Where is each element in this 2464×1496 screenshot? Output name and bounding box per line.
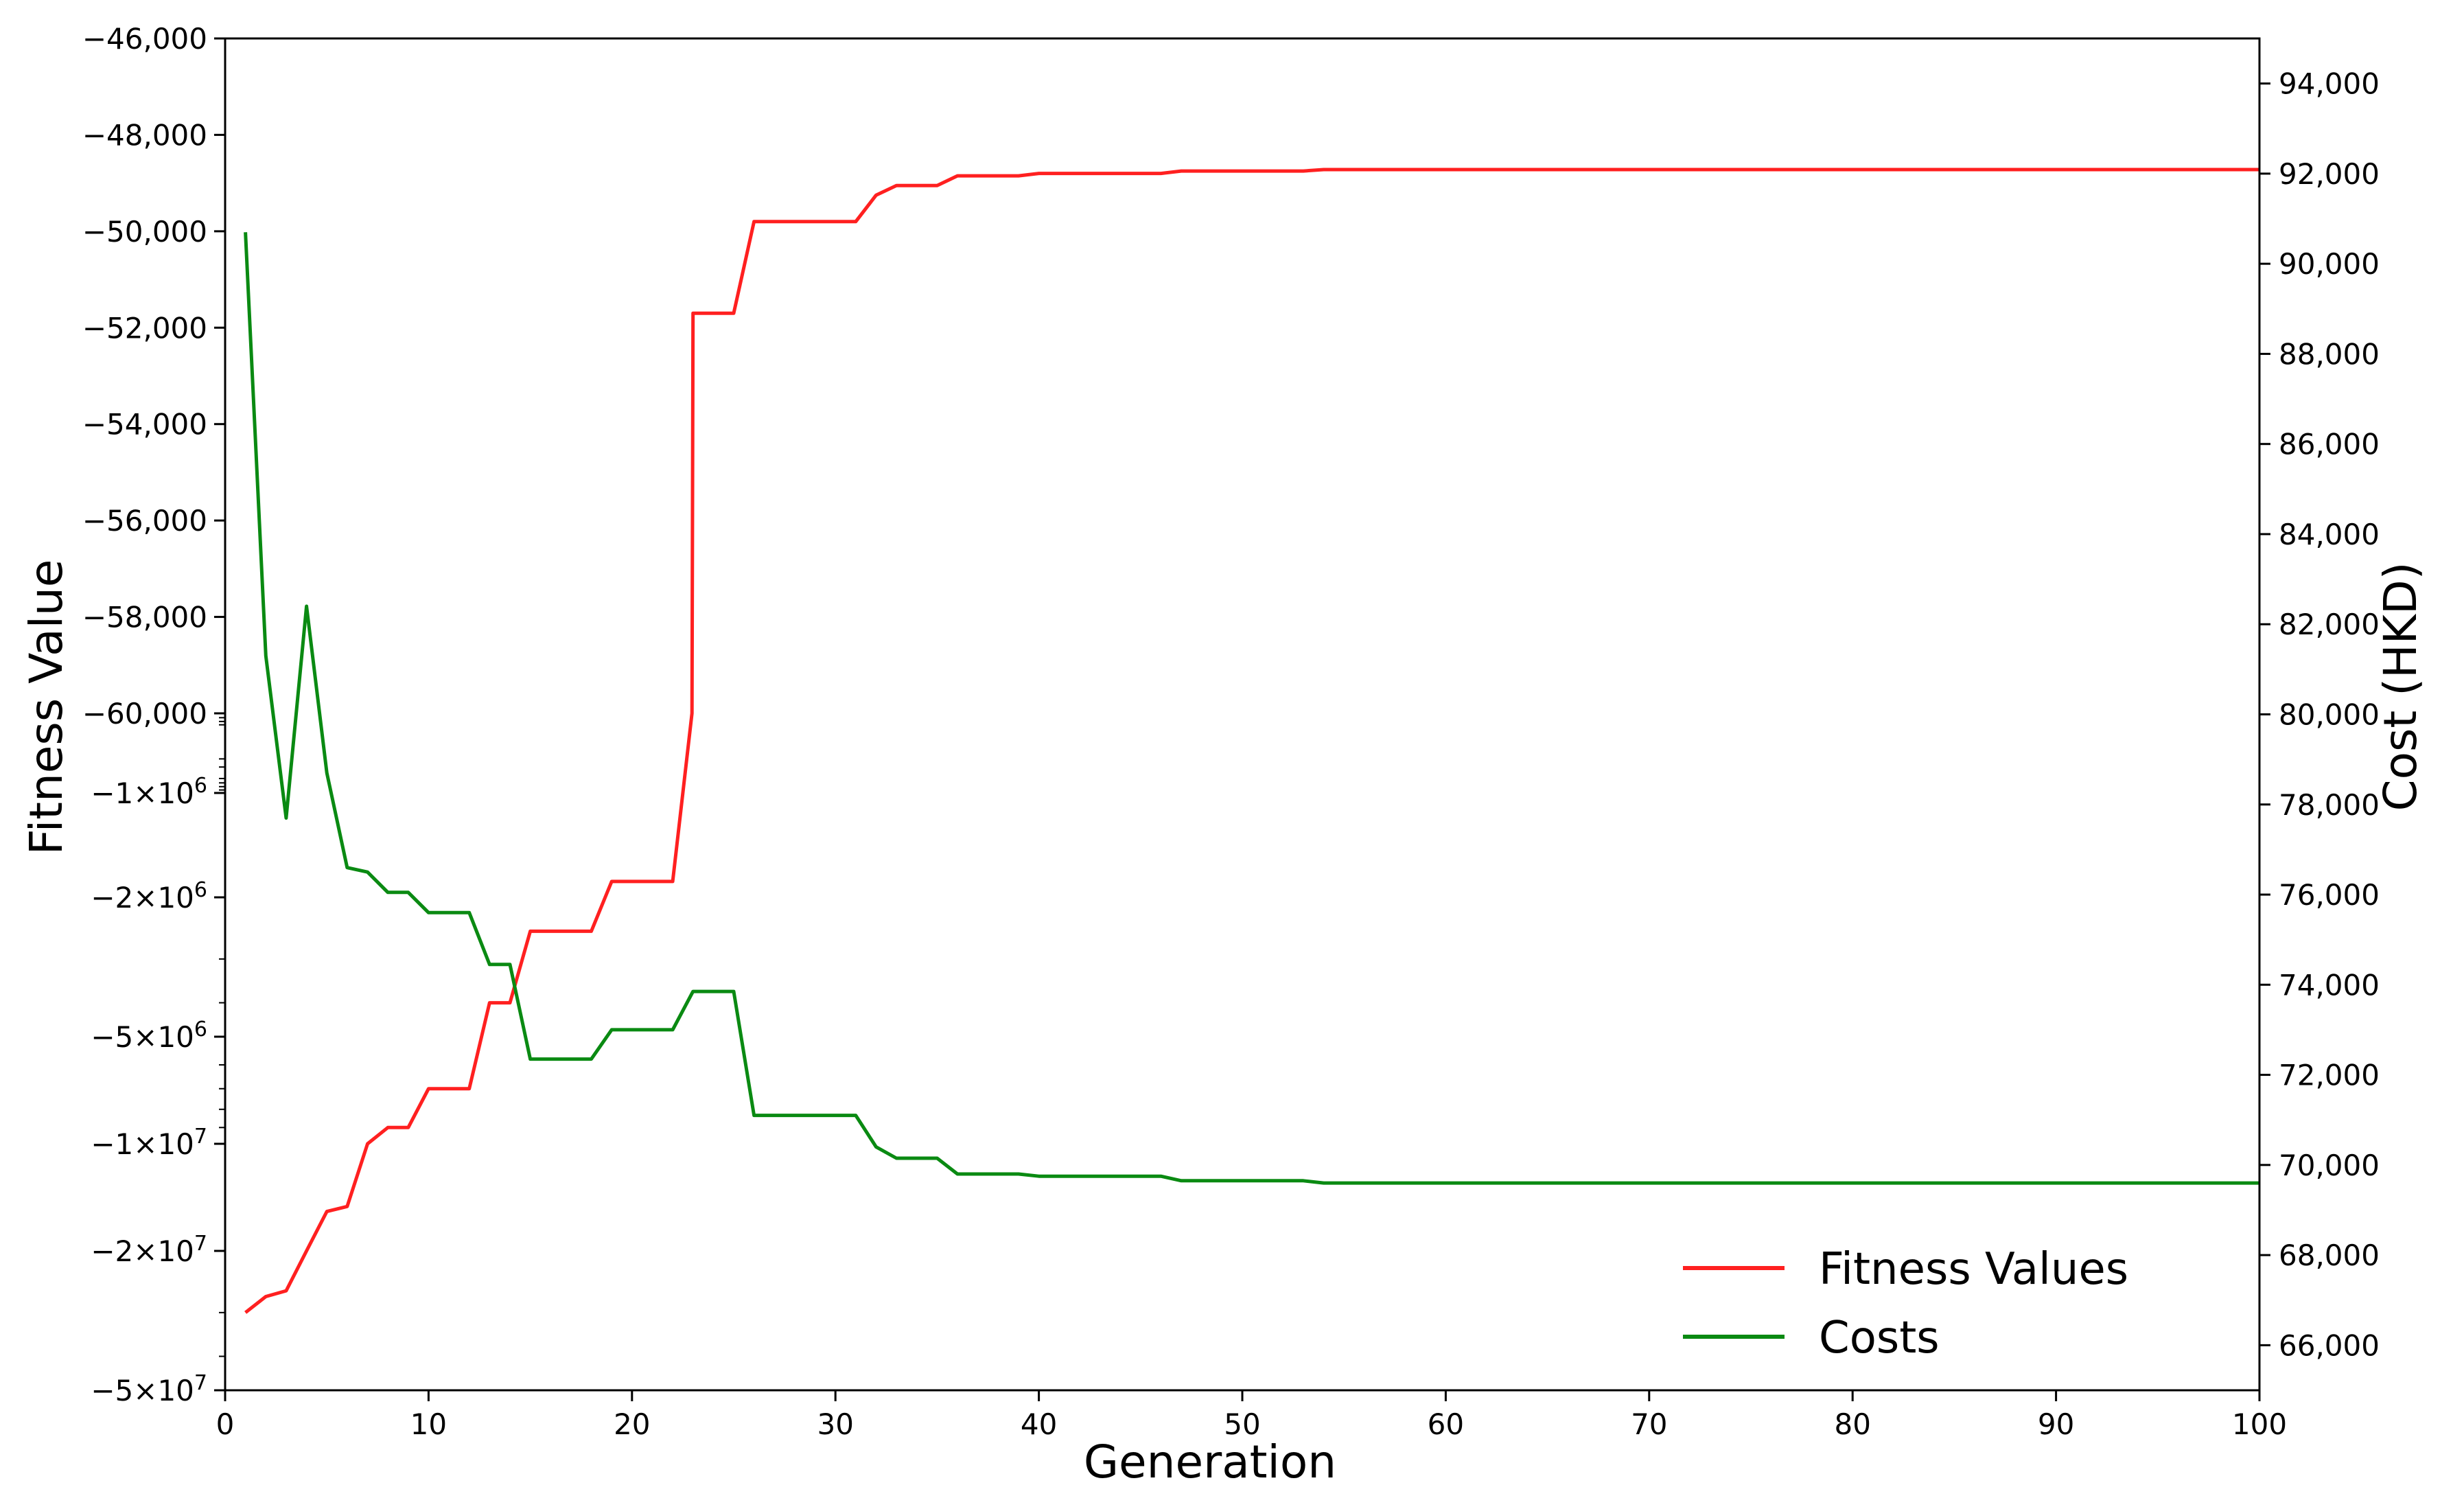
x-tick-label: 0 [216, 1407, 235, 1441]
legend: Fitness Values Costs [1683, 1244, 2128, 1363]
left-tick-label: −58,000 [82, 601, 207, 634]
x-axis-title: Generation [1084, 1436, 1336, 1488]
series-line-fitness-values [244, 168, 2259, 1314]
left-tick-label: −46,000 [82, 22, 207, 56]
x-tick-label: 10 [410, 1407, 447, 1441]
left-tick-label: −1×106 [91, 774, 207, 810]
right-tick-label: 86,000 [2279, 428, 2380, 461]
left-tick-label: −54,000 [82, 408, 207, 441]
left-tick-label: −2×106 [91, 878, 207, 914]
x-tick-label: 50 [1224, 1407, 1260, 1441]
x-tick-label: 70 [1631, 1407, 1667, 1441]
right-tick-label: 82,000 [2279, 608, 2380, 641]
x-tick-label: 40 [1021, 1407, 1057, 1441]
left-axis-title: Fitness Value [20, 560, 73, 855]
left-tick-label: −5×106 [91, 1017, 207, 1054]
left-tick-label: −60,000 [82, 697, 207, 730]
x-axis: 0 10 20 30 40 50 60 70 80 90 100 [216, 1390, 2287, 1441]
right-axis: 66,000 68,000 70,000 72,000 74,000 76,000 78,0… [2259, 67, 2380, 1362]
left-tick-label: −2×107 [91, 1232, 207, 1268]
left-tick-label: −50,000 [82, 215, 207, 249]
left-tick-label: −56,000 [82, 504, 207, 538]
left-tick-label: −5×107 [91, 1371, 207, 1407]
plot-lines [244, 168, 2259, 1314]
right-tick-label: 74,000 [2279, 968, 2380, 1002]
right-tick-label: 68,000 [2279, 1239, 2380, 1272]
right-tick-label: 76,000 [2279, 878, 2380, 912]
right-tick-label: 72,000 [2279, 1059, 2380, 1092]
left-tick-label: −52,000 [82, 311, 207, 345]
right-tick-label: 88,000 [2279, 337, 2380, 371]
left-tick-label: −1×107 [91, 1125, 207, 1161]
x-tick-label: 90 [2038, 1407, 2074, 1441]
series-line-costs [244, 232, 2259, 1185]
right-tick-label: 78,000 [2279, 788, 2380, 822]
right-tick-label: 94,000 [2279, 67, 2380, 101]
x-tick-label: 20 [614, 1407, 650, 1441]
right-tick-label: 80,000 [2279, 698, 2380, 732]
right-tick-label: 92,000 [2279, 157, 2380, 191]
left-axis: −46,000 −48,000 −50,000 −52,000 −54,000 −56,0… [82, 22, 225, 1407]
right-axis-title: Cost (HKD) [2374, 562, 2427, 812]
right-tick-label: 66,000 [2279, 1328, 2380, 1362]
left-tick-label: −48,000 [82, 118, 207, 152]
legend-label-fitness: Fitness Values [1819, 1244, 2128, 1295]
x-tick-label: 30 [817, 1407, 853, 1441]
right-tick-label: 84,000 [2279, 518, 2380, 551]
right-tick-label: 70,000 [2279, 1149, 2380, 1182]
x-tick-label: 100 [2232, 1407, 2287, 1441]
right-tick-label: 90,000 [2279, 247, 2380, 281]
x-tick-label: 60 [1428, 1407, 1464, 1441]
legend-label-costs: Costs [1819, 1313, 1940, 1363]
x-tick-label: 80 [1834, 1407, 1870, 1441]
